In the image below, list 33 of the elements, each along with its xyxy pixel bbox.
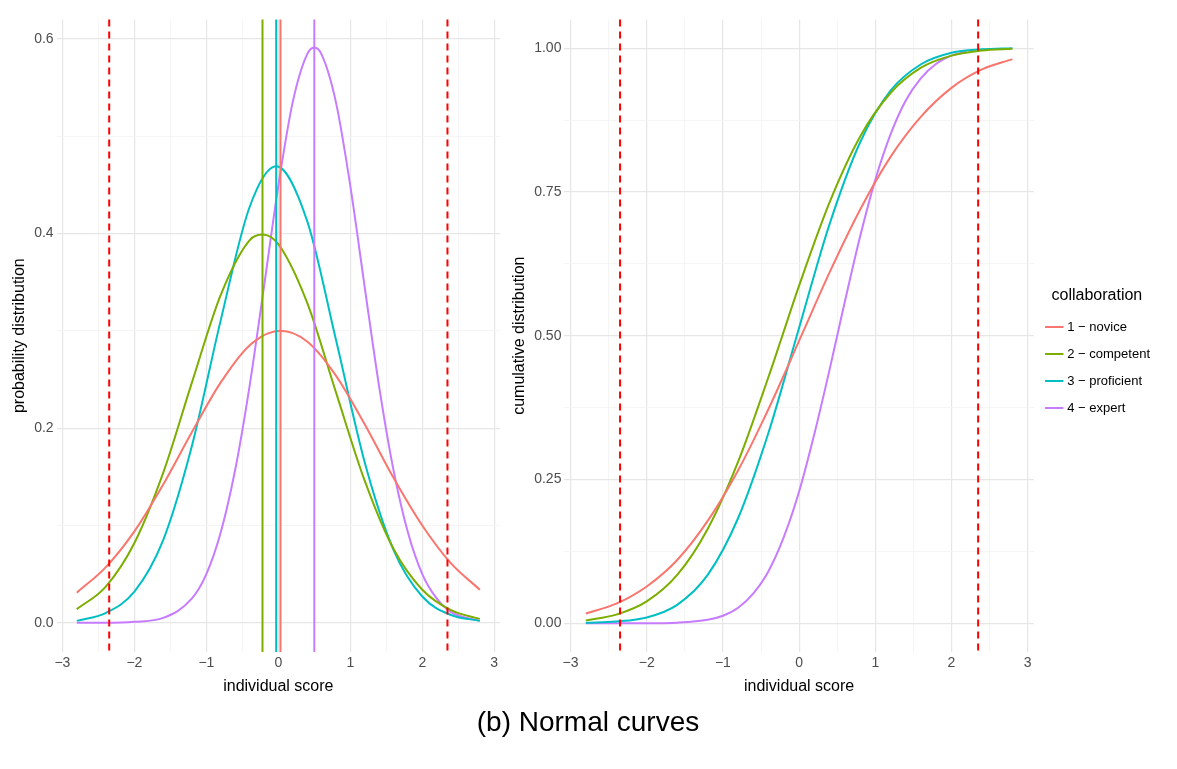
- x-tick-label: 2: [418, 654, 427, 671]
- y-tick-label: 0.0: [34, 613, 54, 630]
- legend-label: 4 − expert: [1067, 399, 1126, 415]
- x-axis-title: individual score: [223, 676, 334, 694]
- y-axis-title: probability distribution: [10, 258, 28, 414]
- y-tick-label: 0.2: [34, 419, 54, 436]
- x-tick-label: 2: [947, 654, 956, 671]
- x-tick-label: 3: [490, 654, 499, 671]
- legend-label: 2 − competent: [1067, 345, 1151, 361]
- x-tick-label: −3: [562, 654, 579, 671]
- text: (b) Normal curves: [475, 706, 701, 738]
- x-tick-label: 1: [346, 654, 355, 671]
- x-axis-title: individual score: [743, 676, 855, 694]
- y-tick-label: 0.4: [34, 224, 54, 241]
- y-tick-label: 0.50: [534, 326, 562, 343]
- legend-label: 1 − novice: [1067, 318, 1127, 334]
- y-tick-label: 0.75: [534, 182, 562, 199]
- x-tick-label: −2: [638, 654, 655, 671]
- x-tick-label: 0: [274, 654, 283, 671]
- x-tick-label: 1: [871, 654, 880, 671]
- legend-label: 3 − proficient: [1067, 372, 1143, 388]
- x-tick-label: −1: [714, 654, 732, 671]
- x-tick-label: −1: [198, 654, 215, 671]
- y-tick-label: 0.25: [534, 470, 562, 487]
- x-tick-label: 3: [1023, 654, 1032, 671]
- y-axis-title: cumulative distribution: [510, 256, 528, 415]
- x-tick-label: −3: [54, 654, 71, 671]
- y-tick-label: 1.00: [534, 39, 562, 56]
- legend-title: collaboration: [1051, 285, 1143, 303]
- x-tick-label: −2: [126, 654, 143, 671]
- x-tick-label: 0: [795, 654, 804, 671]
- y-tick-label: 0.6: [34, 29, 54, 46]
- y-tick-label: 0.00: [534, 614, 562, 631]
